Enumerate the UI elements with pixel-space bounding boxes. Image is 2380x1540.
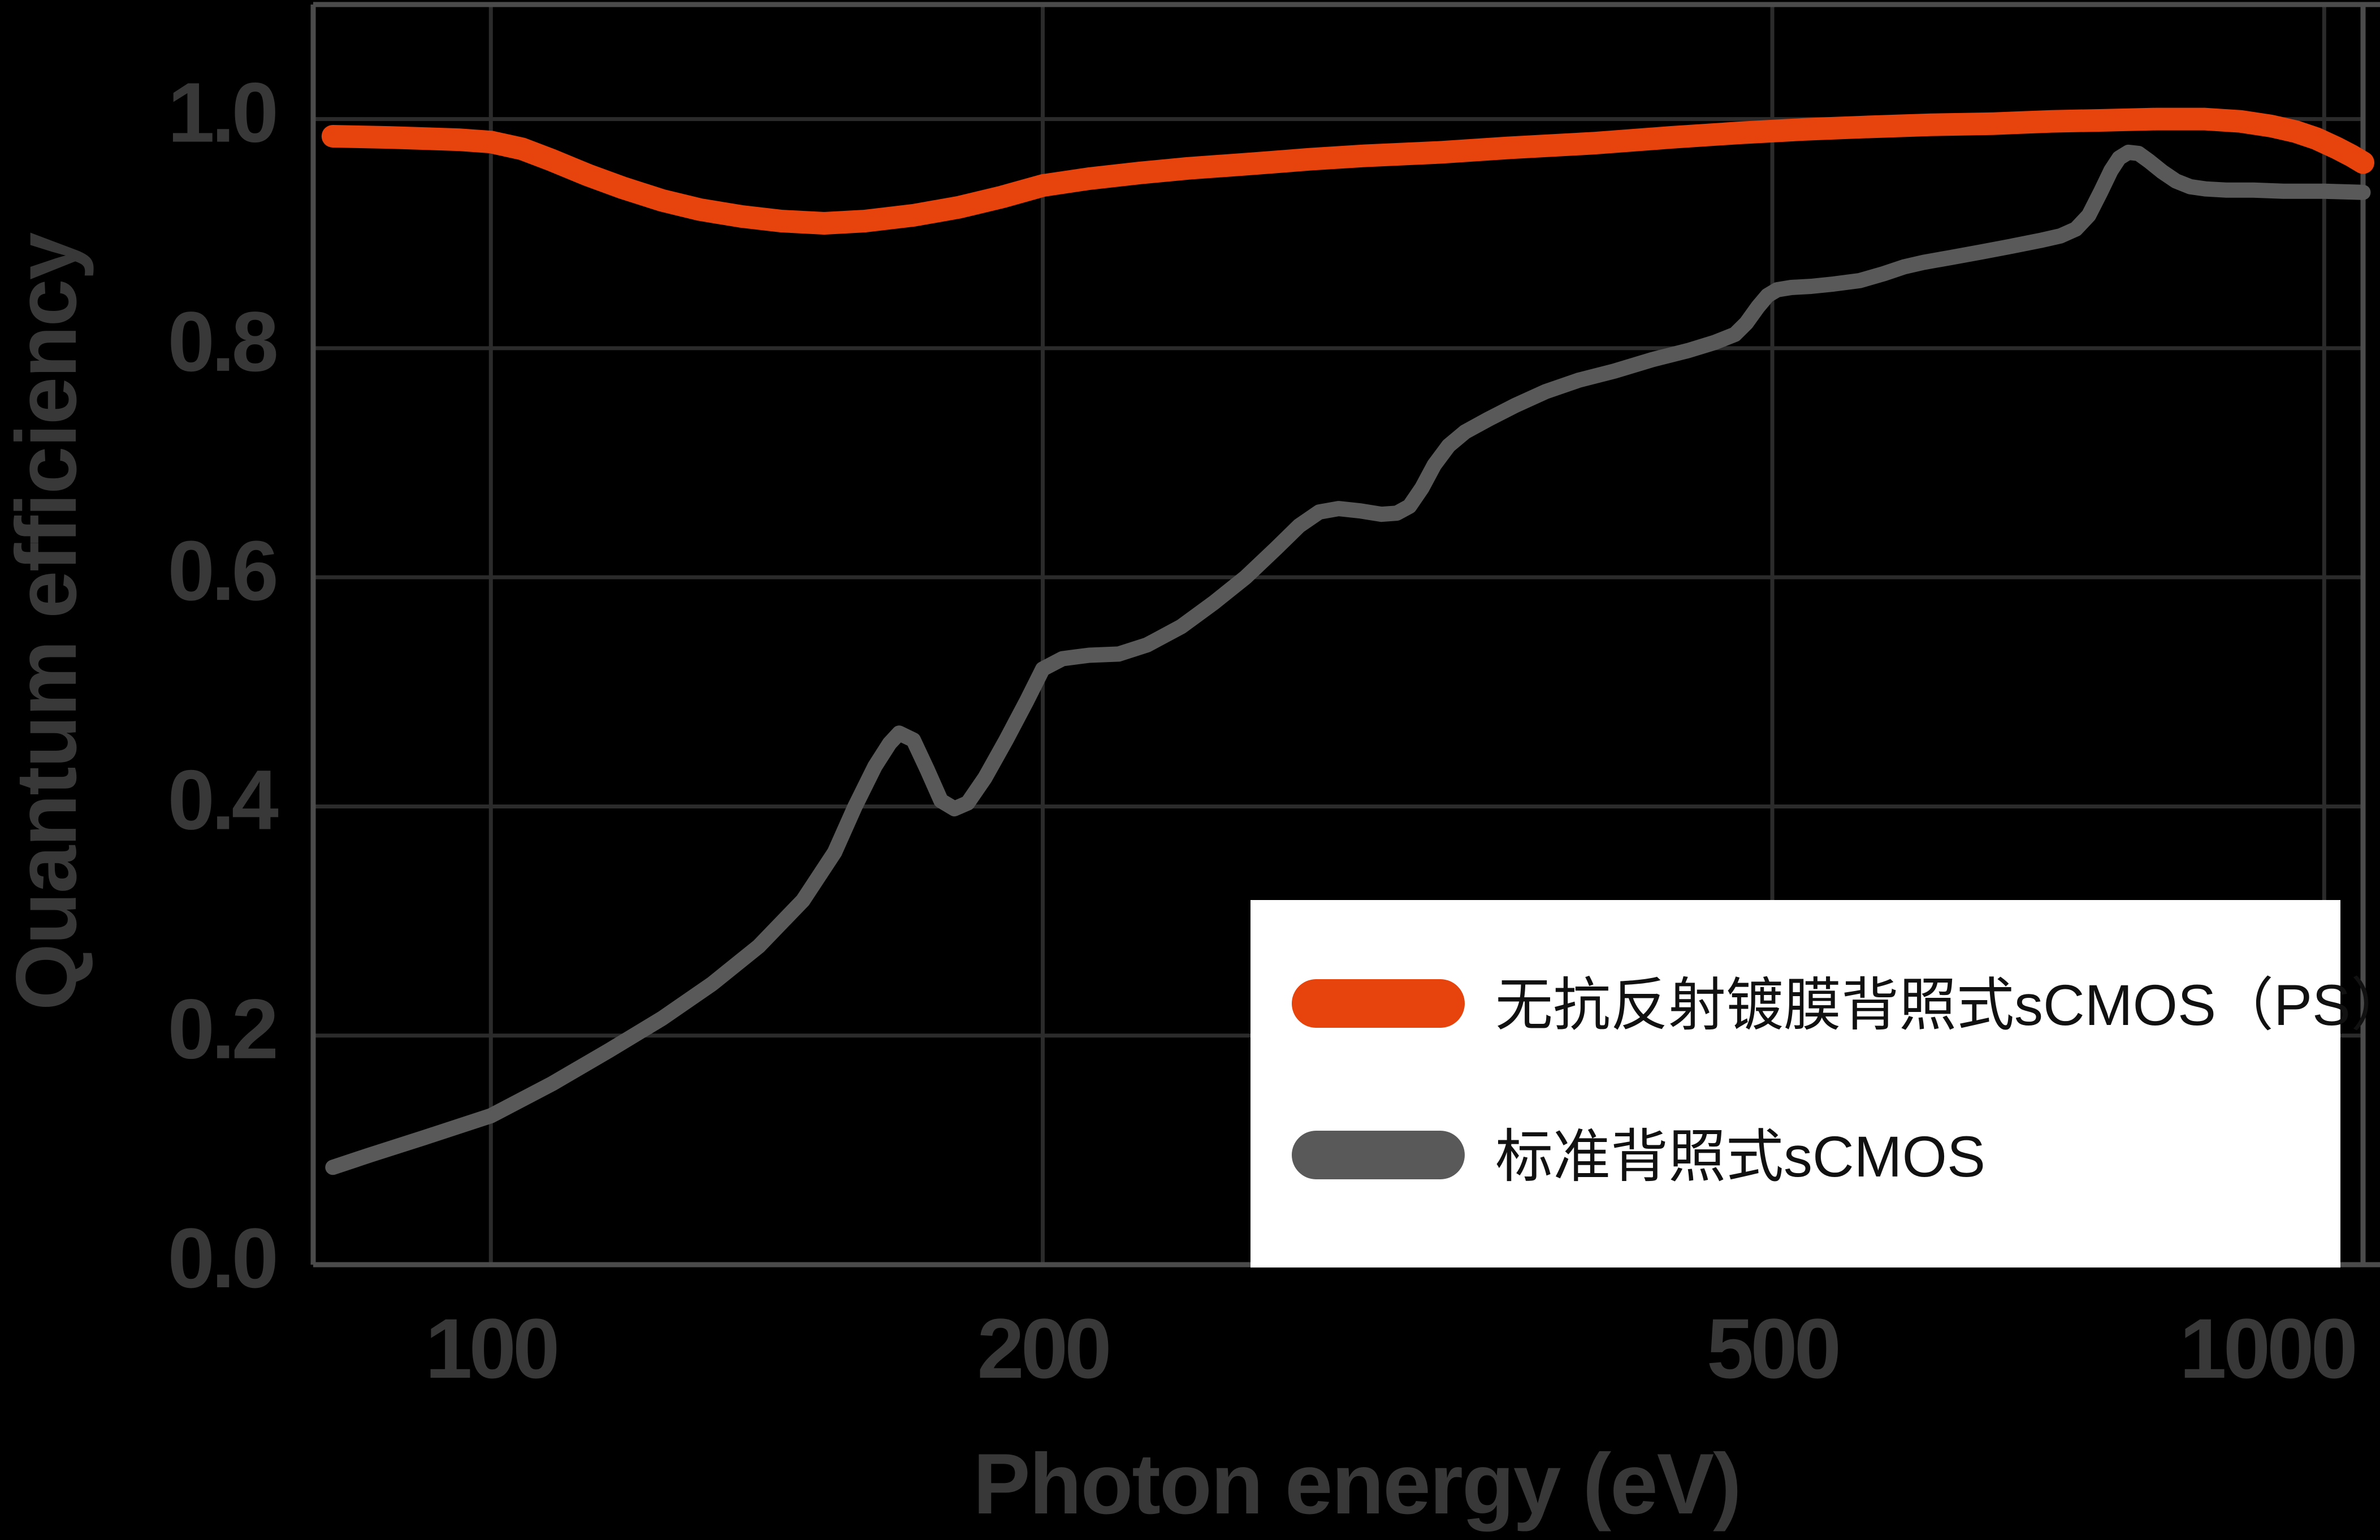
legend-swatch-ps-coated	[1292, 979, 1465, 1028]
y-axis-title: Quantum efficiency	[0, 232, 94, 1010]
standard-bsi-scmos-curve	[325, 144, 2371, 1175]
legend-box	[1250, 900, 2340, 1268]
y-tick-label: 1.0	[167, 65, 275, 160]
y-tick-label: 0.6	[167, 523, 275, 618]
tick-labels: 0.0 0.2 0.4 0.6 0.8 1.0 100 200 500 1000	[167, 65, 2358, 1396]
x-tick-label: 100	[425, 1301, 557, 1396]
ps-coated-bsi-scmos-curve	[321, 107, 2374, 235]
x-tick-label: 200	[977, 1301, 1109, 1396]
legend-label-standard: 标准背照式sCMOS	[1495, 1124, 1985, 1189]
legend-label-ps-coated: 无抗反射镀膜背照式sCMOS（PS）	[1495, 973, 2380, 1037]
x-tick-label: 500	[1707, 1301, 1838, 1396]
x-tick-label: 1000	[2179, 1301, 2355, 1396]
y-tick-label: 0.0	[167, 1210, 275, 1305]
y-tick-label: 0.4	[167, 752, 278, 847]
y-tick-label: 0.2	[167, 981, 275, 1076]
legend-swatch-standard	[1292, 1131, 1465, 1179]
legend: 无抗反射镀膜背照式sCMOS（PS） 标准背照式sCMOS	[1250, 900, 2380, 1268]
data-curves	[321, 107, 2374, 1175]
x-axis-title: Photon energy (eV)	[973, 1436, 1740, 1532]
y-tick-label: 0.8	[167, 294, 276, 389]
